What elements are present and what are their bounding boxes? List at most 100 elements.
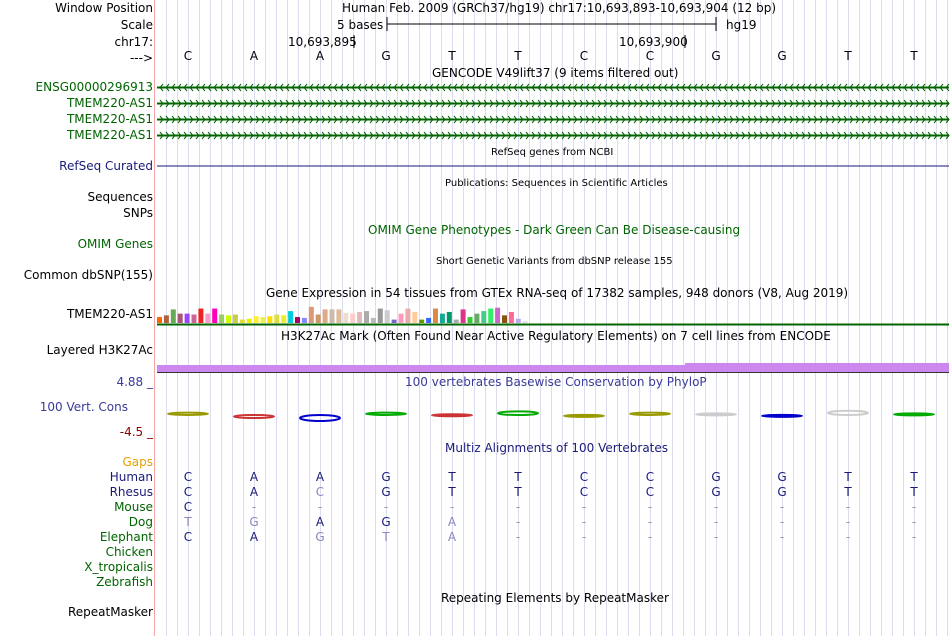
gtex-bar[interactable] bbox=[495, 307, 501, 323]
phylop-mark[interactable] bbox=[893, 412, 935, 417]
gtex-bar[interactable] bbox=[467, 317, 473, 323]
gtex-bar[interactable] bbox=[246, 318, 252, 323]
gtex-bar[interactable] bbox=[232, 314, 238, 324]
phylop-mark[interactable] bbox=[563, 413, 605, 418]
track-title-omim[interactable]: OMIM Gene Phenotypes - Dark Green Can Be… bbox=[368, 223, 741, 237]
gtex-bar[interactable] bbox=[260, 317, 266, 323]
gtex-bar[interactable] bbox=[460, 309, 466, 323]
label-repeatmasker[interactable]: RepeatMasker bbox=[67, 605, 153, 619]
phylop-mark[interactable] bbox=[431, 413, 473, 418]
gtex-bar[interactable] bbox=[177, 313, 183, 323]
phylop-mark[interactable] bbox=[365, 411, 407, 416]
gtex-bar[interactable] bbox=[377, 308, 383, 323]
gtex-bar[interactable] bbox=[398, 313, 404, 323]
label-gtex[interactable]: TMEM220-AS1 bbox=[66, 307, 153, 321]
gtex-bar[interactable] bbox=[488, 308, 494, 323]
gtex-bar[interactable] bbox=[350, 313, 356, 323]
gtex-bar[interactable] bbox=[419, 319, 425, 323]
gtex-bar[interactable] bbox=[522, 321, 528, 323]
label-gaps[interactable]: Gaps bbox=[122, 455, 153, 469]
gtex-bar[interactable] bbox=[446, 311, 452, 323]
gtex-bar[interactable] bbox=[253, 316, 259, 323]
phylop-mark[interactable] bbox=[695, 412, 737, 417]
gtex-bar[interactable] bbox=[329, 309, 335, 323]
gtex-bar[interactable] bbox=[267, 316, 273, 323]
label-gene-tmem3[interactable]: TMEM220-AS1 bbox=[66, 128, 153, 142]
label-gene-tmem2[interactable]: TMEM220-AS1 bbox=[66, 112, 153, 126]
track-title-phylop[interactable]: 100 vertebrates Basewise Conservation by… bbox=[405, 375, 707, 389]
gtex-bar[interactable] bbox=[191, 314, 197, 324]
species-label[interactable]: Mouse bbox=[114, 500, 153, 514]
gtex-bar[interactable] bbox=[281, 315, 287, 323]
track-title-publications[interactable]: Publications: Sequences in Scientific Ar… bbox=[445, 178, 668, 189]
gtex-bar[interactable] bbox=[301, 317, 307, 323]
phylop-mark[interactable] bbox=[299, 414, 341, 422]
gtex-bar[interactable] bbox=[412, 311, 418, 323]
phylop-mark[interactable] bbox=[629, 411, 671, 416]
gtex-bar[interactable] bbox=[336, 309, 342, 323]
gtex-bar[interactable] bbox=[163, 315, 169, 323]
gtex-bar[interactable] bbox=[308, 306, 314, 323]
label-h3k27ac[interactable]: Layered H3K27Ac bbox=[46, 343, 153, 357]
gtex-bar[interactable] bbox=[295, 317, 300, 323]
gtex-bars[interactable] bbox=[157, 306, 528, 324]
species-label[interactable]: Human bbox=[109, 470, 153, 484]
gtex-bar[interactable] bbox=[481, 311, 487, 323]
phylop-mark[interactable] bbox=[497, 410, 539, 417]
gtex-bar[interactable] bbox=[357, 311, 363, 323]
gene-tracks[interactable] bbox=[157, 83, 950, 140]
track-title-dbsnp[interactable]: Short Genetic Variants from dbSNP releas… bbox=[436, 256, 673, 267]
label-cons[interactable]: 100 Vert. Cons bbox=[39, 400, 128, 414]
species-label[interactable]: Chicken bbox=[105, 545, 153, 559]
phylop-mark[interactable] bbox=[827, 409, 869, 416]
gtex-bar[interactable] bbox=[515, 318, 521, 323]
gtex-bar[interactable] bbox=[274, 314, 280, 324]
phylop-mark[interactable] bbox=[233, 414, 275, 419]
gtex-bar[interactable] bbox=[198, 308, 204, 323]
gtex-bar[interactable] bbox=[157, 317, 162, 323]
gtex-bar[interactable] bbox=[364, 311, 369, 323]
gtex-bar[interactable] bbox=[239, 319, 245, 323]
track-title-gencode[interactable]: GENCODE V49lift37 (9 items filtered out) bbox=[432, 66, 679, 80]
phylop-bars[interactable] bbox=[167, 409, 935, 422]
species-label[interactable]: Dog bbox=[128, 515, 153, 529]
gtex-bar[interactable] bbox=[474, 313, 480, 323]
gtex-bar[interactable] bbox=[439, 313, 445, 323]
gtex-bar[interactable] bbox=[288, 311, 294, 323]
gtex-bar[interactable] bbox=[502, 315, 507, 323]
label-snps[interactable]: SNPs bbox=[123, 206, 153, 220]
gtex-bar[interactable] bbox=[384, 310, 390, 323]
gtex-bar[interactable] bbox=[170, 309, 176, 323]
label-refseq[interactable]: RefSeq Curated bbox=[59, 159, 153, 173]
label-gene-tmem1[interactable]: TMEM220-AS1 bbox=[66, 96, 153, 110]
gtex-bar[interactable] bbox=[433, 308, 438, 323]
gtex-bar[interactable] bbox=[343, 312, 349, 323]
gtex-bar[interactable] bbox=[226, 315, 231, 323]
gtex-bar[interactable] bbox=[205, 313, 211, 323]
gtex-bar[interactable] bbox=[184, 313, 190, 323]
gtex-bar[interactable] bbox=[508, 311, 514, 323]
track-title-h3k27ac[interactable]: H3K27Ac Mark (Often Found Near Active Re… bbox=[281, 329, 831, 343]
gtex-bar[interactable] bbox=[322, 309, 328, 323]
gtex-bar[interactable] bbox=[370, 317, 376, 323]
label-dbsnp[interactable]: Common dbSNP(155) bbox=[23, 268, 153, 282]
gtex-bar[interactable] bbox=[219, 314, 225, 324]
track-title-refseq[interactable]: RefSeq genes from NCBI bbox=[491, 147, 614, 158]
gtex-bar[interactable] bbox=[315, 314, 321, 324]
gtex-bar[interactable] bbox=[426, 317, 432, 323]
label-sequences[interactable]: Sequences bbox=[87, 190, 153, 204]
h3k27ac-signal-1[interactable] bbox=[157, 365, 685, 372]
h3k27ac-signal-2[interactable] bbox=[685, 363, 949, 372]
species-label[interactable]: Zebrafish bbox=[96, 575, 153, 589]
gtex-bar[interactable] bbox=[212, 308, 218, 323]
phylop-mark[interactable] bbox=[761, 413, 803, 418]
species-label[interactable]: Elephant bbox=[99, 530, 153, 544]
gtex-bar[interactable] bbox=[405, 308, 411, 323]
phylop-mark[interactable] bbox=[167, 411, 209, 416]
track-title-multiz[interactable]: Multiz Alignments of 100 Vertebrates bbox=[445, 441, 669, 455]
label-omim[interactable]: OMIM Genes bbox=[77, 237, 153, 251]
label-gene-ensg[interactable]: ENSG00000296913 bbox=[35, 80, 153, 94]
species-label[interactable]: X_tropicalis bbox=[84, 560, 153, 574]
gtex-bar[interactable] bbox=[453, 319, 459, 323]
gtex-bar[interactable] bbox=[391, 319, 397, 323]
